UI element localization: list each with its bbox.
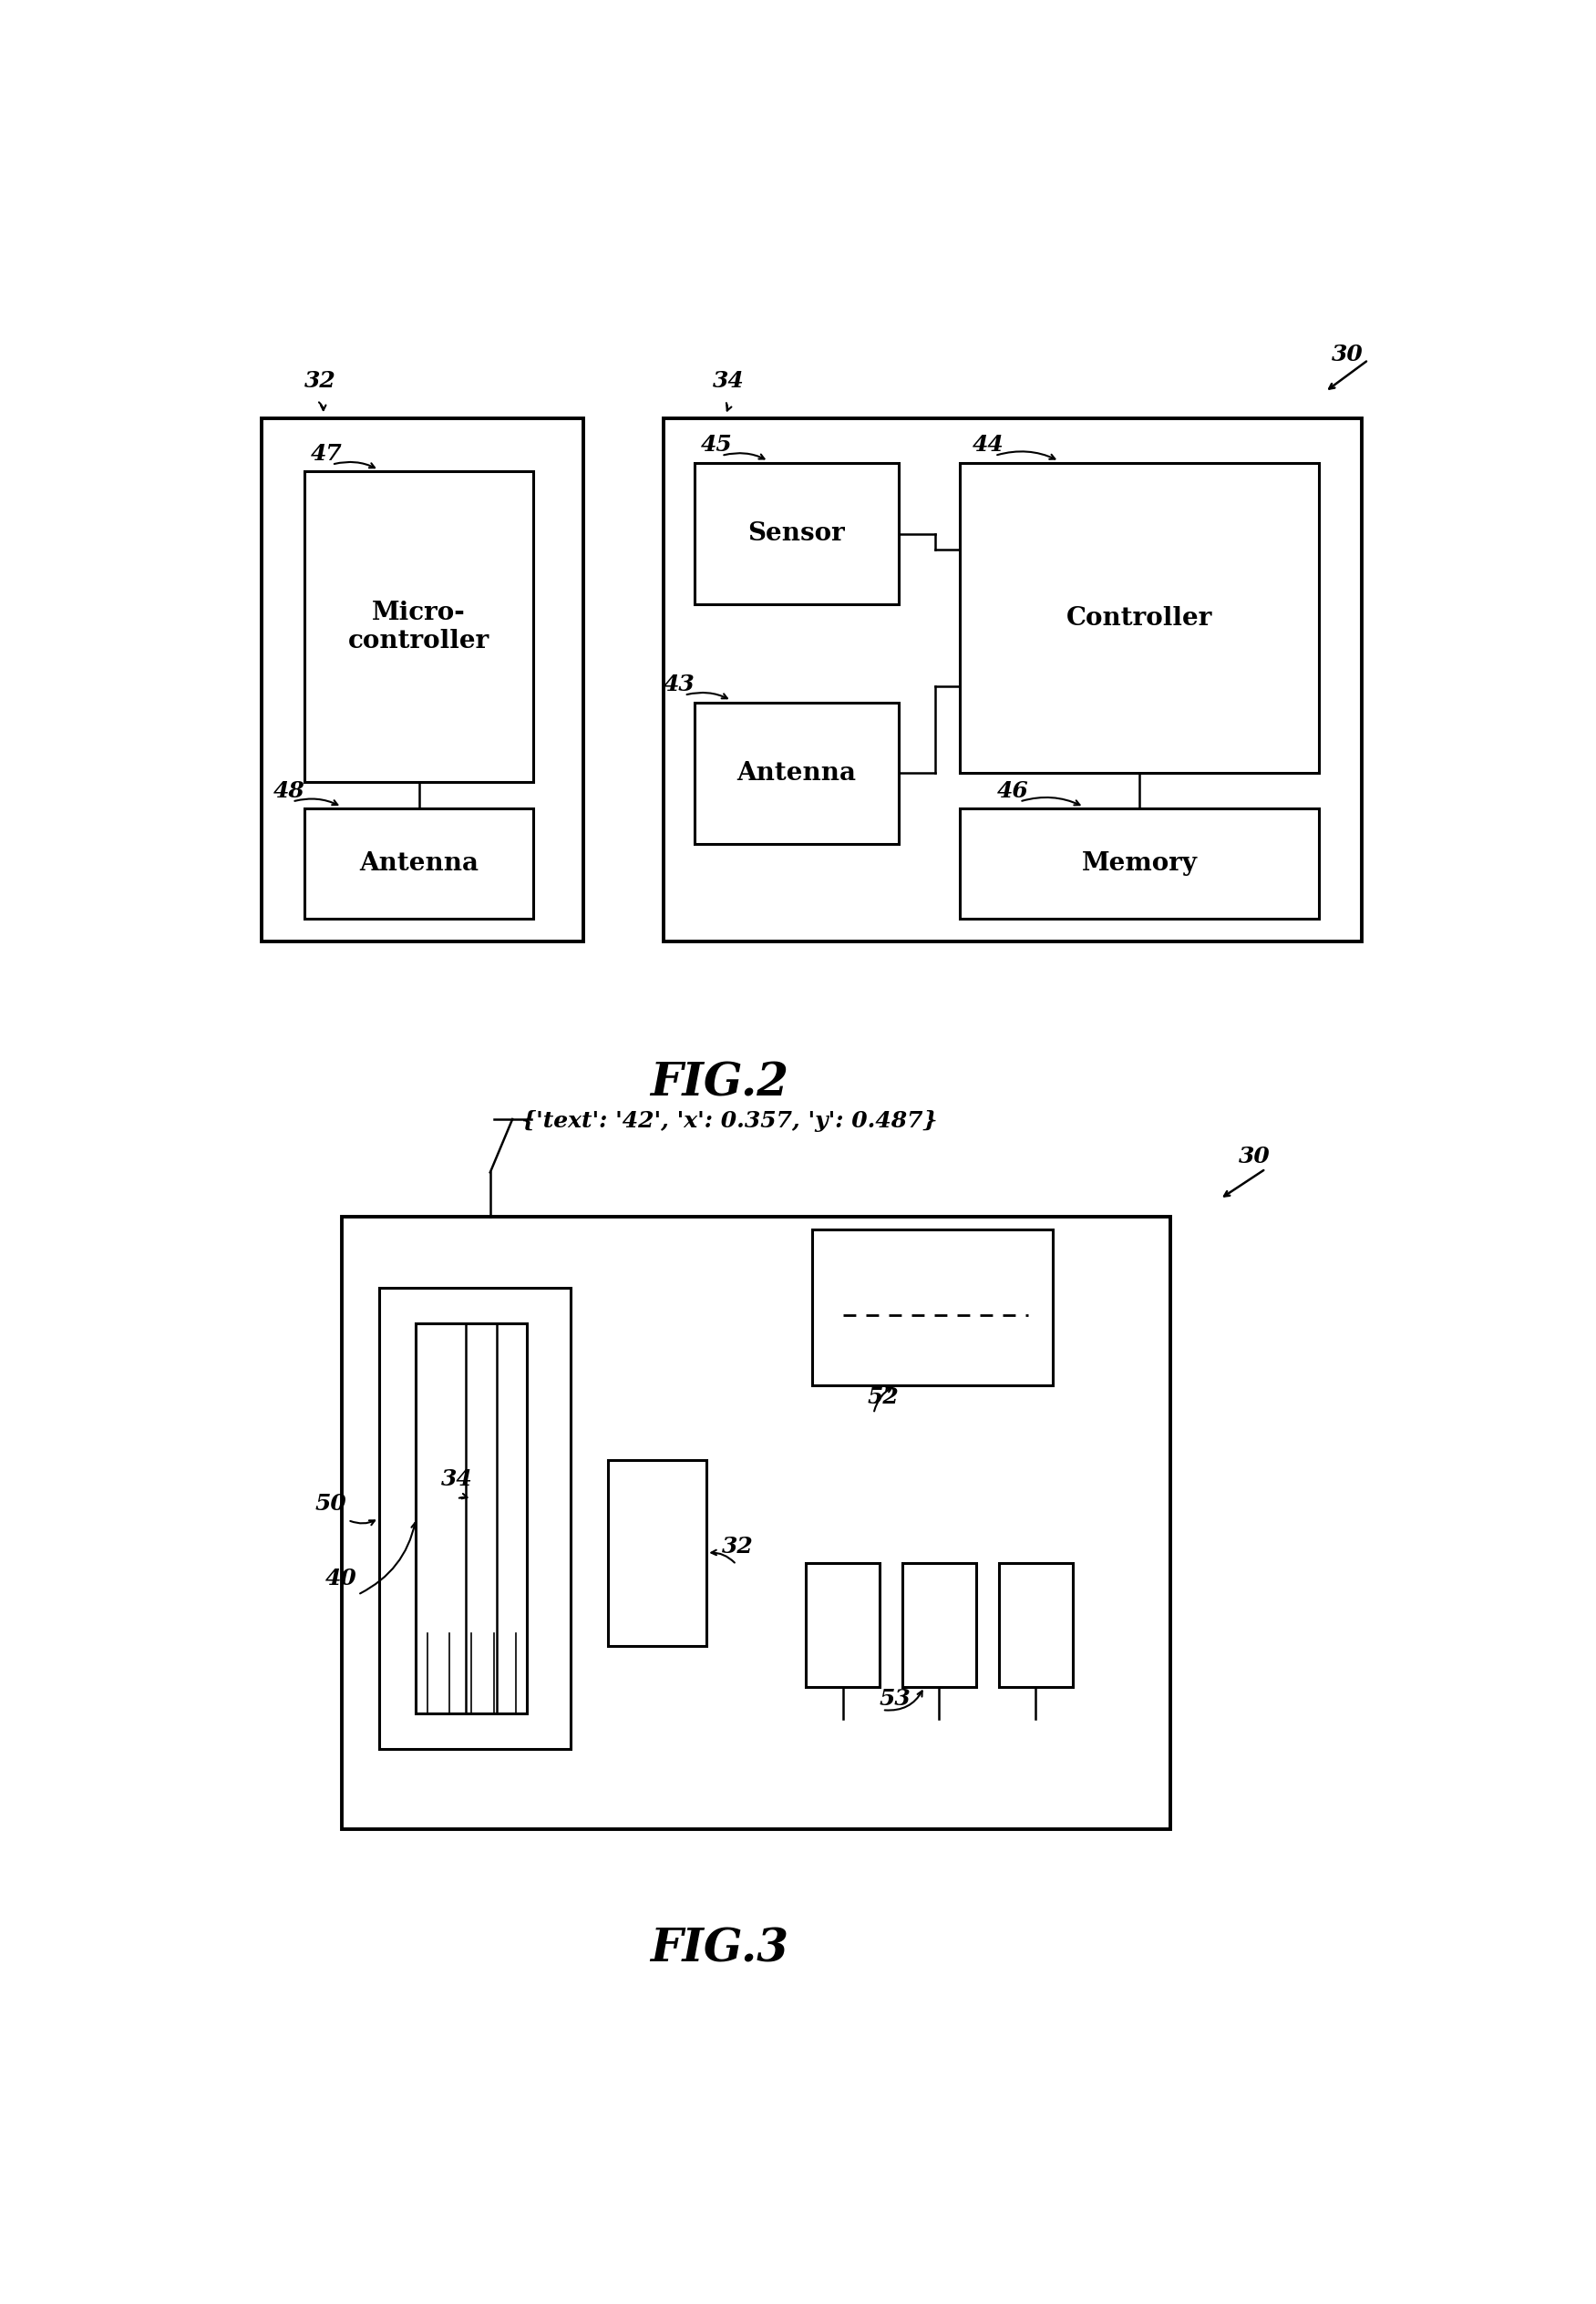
Bar: [342, 1217, 1170, 1829]
Text: 52: 52: [868, 1387, 899, 1408]
Text: {'text': '42', 'x': 0.357, 'y': 0.487}: {'text': '42', 'x': 0.357, 'y': 0.487}: [520, 1111, 937, 1131]
Bar: [262, 419, 583, 942]
Bar: [378, 1288, 571, 1749]
Bar: [305, 472, 533, 781]
Text: 34: 34: [713, 371, 744, 392]
Bar: [812, 1228, 1053, 1385]
Bar: [694, 703, 899, 843]
Bar: [961, 463, 1318, 774]
Bar: [999, 1562, 1073, 1687]
Bar: [608, 1461, 707, 1645]
Text: 50: 50: [314, 1493, 346, 1514]
Text: 44: 44: [972, 433, 1004, 456]
Text: 43: 43: [664, 673, 694, 696]
Text: 34: 34: [440, 1468, 472, 1491]
Text: 48: 48: [275, 779, 305, 802]
Bar: [694, 463, 899, 604]
Text: 53: 53: [879, 1689, 910, 1710]
Text: 45: 45: [701, 433, 733, 456]
Text: Antenna: Antenna: [737, 760, 855, 786]
Text: 47: 47: [311, 442, 343, 465]
Text: Sensor: Sensor: [747, 521, 844, 546]
Text: FIG.2: FIG.2: [650, 1062, 788, 1106]
Bar: [664, 419, 1361, 942]
Bar: [417, 1322, 527, 1714]
Bar: [806, 1562, 879, 1687]
Text: 46: 46: [998, 779, 1029, 802]
Text: Controller: Controller: [1066, 606, 1213, 631]
Bar: [902, 1562, 977, 1687]
Text: 30: 30: [1238, 1145, 1270, 1168]
Text: 40: 40: [326, 1567, 356, 1590]
Text: Memory: Memory: [1082, 852, 1197, 876]
Text: Micro-
controller: Micro- controller: [348, 601, 490, 654]
Text: FIG.3: FIG.3: [650, 1926, 788, 1972]
Bar: [961, 809, 1318, 919]
Text: 32: 32: [305, 371, 337, 392]
Bar: [305, 809, 533, 919]
Text: Antenna: Antenna: [359, 852, 479, 876]
Text: 32: 32: [721, 1534, 753, 1558]
Text: 30: 30: [1331, 343, 1363, 366]
